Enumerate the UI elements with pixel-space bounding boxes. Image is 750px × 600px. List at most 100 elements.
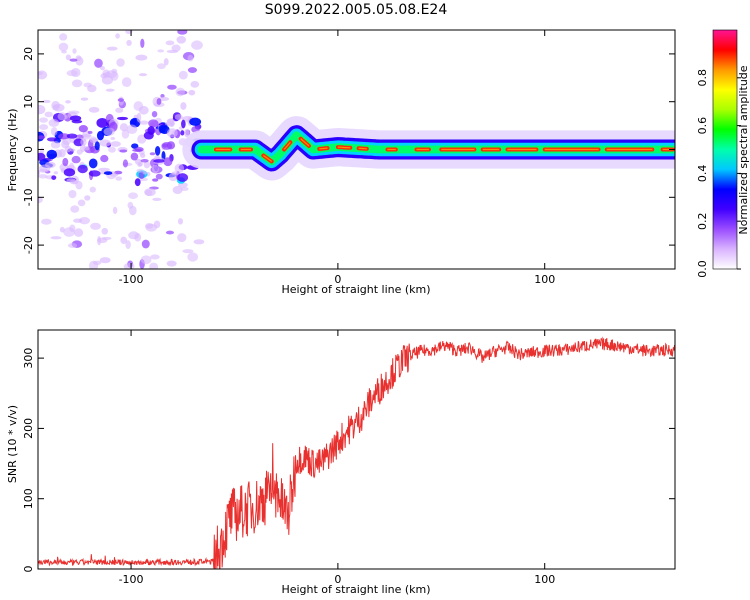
noise-blob bbox=[130, 152, 139, 161]
noise-blob bbox=[153, 220, 161, 229]
noise-blob bbox=[70, 205, 80, 213]
noise-blob bbox=[100, 154, 109, 163]
noise-blob bbox=[73, 228, 84, 237]
noise-blob bbox=[117, 98, 124, 102]
noise-blob bbox=[87, 130, 93, 134]
y-tick-label: -10 bbox=[22, 188, 35, 206]
x-tick-label: -100 bbox=[119, 273, 144, 286]
noise-blob bbox=[141, 239, 150, 249]
noise-blob bbox=[138, 105, 149, 115]
noise-blob bbox=[181, 119, 186, 129]
noise-blob bbox=[44, 161, 56, 169]
noise-blob bbox=[177, 30, 188, 35]
signal-core-hl bbox=[283, 141, 291, 150]
y-tick-label: 0 bbox=[22, 146, 35, 153]
noise-blob bbox=[53, 171, 59, 175]
signal-core-hl bbox=[319, 147, 328, 150]
noise-blob bbox=[78, 125, 88, 133]
noise-blob bbox=[151, 110, 158, 118]
noise-blob bbox=[140, 38, 145, 48]
y-tick-label: 20 bbox=[22, 47, 35, 61]
noise-blob bbox=[177, 233, 187, 243]
noise-blob bbox=[88, 106, 100, 113]
noise-blob bbox=[72, 48, 77, 54]
noise-blob bbox=[154, 145, 161, 156]
noise-blob bbox=[50, 141, 61, 149]
noise-blob bbox=[38, 152, 46, 161]
noise-blob bbox=[174, 114, 183, 121]
noise-blob bbox=[125, 240, 131, 250]
noise-blob bbox=[147, 126, 155, 135]
noise-blob bbox=[149, 152, 156, 156]
noise-blob bbox=[119, 149, 128, 153]
x-tick-label: -100 bbox=[119, 573, 144, 586]
noise-blob bbox=[57, 112, 67, 121]
noise-blob bbox=[110, 141, 121, 147]
noise-blob bbox=[115, 33, 120, 39]
noise-blob bbox=[68, 189, 77, 199]
noise-blob bbox=[38, 71, 43, 76]
noise-blob bbox=[39, 124, 49, 131]
noise-blob bbox=[59, 226, 65, 233]
noise-blob bbox=[175, 87, 185, 97]
snr-panel: -100 0 100 0 100 200 300 Height of straight li… bbox=[6, 329, 676, 596]
noise-blob bbox=[177, 173, 189, 182]
noise-blob bbox=[80, 97, 89, 101]
noise-blob bbox=[166, 118, 175, 123]
noise-blob bbox=[71, 79, 83, 88]
noise-blob bbox=[61, 50, 67, 54]
noise-blob bbox=[66, 178, 77, 183]
noise-blob bbox=[108, 146, 116, 153]
noise-blob bbox=[187, 252, 199, 262]
signal-core-hl bbox=[263, 155, 273, 162]
noise-blob bbox=[99, 139, 111, 147]
noise-blob bbox=[90, 222, 101, 230]
noise-blob bbox=[64, 145, 72, 153]
noise-blob bbox=[65, 54, 72, 61]
noise-blob bbox=[39, 117, 49, 123]
y-tick-label: -20 bbox=[22, 236, 35, 254]
noise-blob bbox=[70, 148, 76, 152]
colorbar-tick-label: 0.0 bbox=[696, 260, 709, 278]
noise-blob bbox=[138, 73, 148, 77]
noise-blob bbox=[140, 152, 146, 159]
noise-blob bbox=[116, 116, 128, 121]
noise-blob bbox=[50, 236, 62, 240]
noise-blob bbox=[193, 239, 205, 245]
y-tick-label: 10 bbox=[22, 95, 35, 109]
noise-blob bbox=[58, 148, 66, 158]
noise-blob bbox=[151, 164, 159, 174]
noise-blob bbox=[180, 130, 185, 136]
y-tick-label: 0 bbox=[22, 566, 35, 573]
noise-blob bbox=[62, 157, 69, 167]
noise-blob bbox=[158, 96, 170, 102]
signal-core-hl bbox=[300, 138, 310, 147]
noise-blob bbox=[150, 254, 160, 260]
noise-blob bbox=[182, 249, 194, 254]
noise-blob bbox=[163, 58, 169, 66]
noise-blob bbox=[140, 159, 149, 163]
noise-blob bbox=[41, 218, 52, 225]
noise-blob bbox=[38, 196, 43, 204]
noise-blob bbox=[136, 168, 144, 173]
noise-blob bbox=[102, 72, 112, 78]
noise-blob bbox=[116, 58, 125, 67]
noise-blob bbox=[166, 260, 177, 267]
noise-blob bbox=[188, 89, 196, 96]
noise-blob bbox=[137, 134, 147, 144]
colorbar-ticks: 0.0 0.2 0.4 0.6 0.8 bbox=[696, 69, 741, 278]
noise-blob bbox=[145, 223, 154, 229]
noise-blob bbox=[67, 243, 78, 248]
noise-blob bbox=[155, 173, 163, 180]
noise-blob bbox=[128, 192, 138, 200]
noise-blob bbox=[184, 128, 190, 138]
noise-blob bbox=[143, 161, 151, 169]
colorbar-gradient bbox=[712, 29, 738, 270]
noise-blob bbox=[76, 149, 83, 155]
noise-blob bbox=[94, 58, 103, 68]
noise-blob bbox=[50, 127, 58, 136]
noise-blob bbox=[140, 255, 152, 265]
noise-blob bbox=[120, 236, 128, 244]
